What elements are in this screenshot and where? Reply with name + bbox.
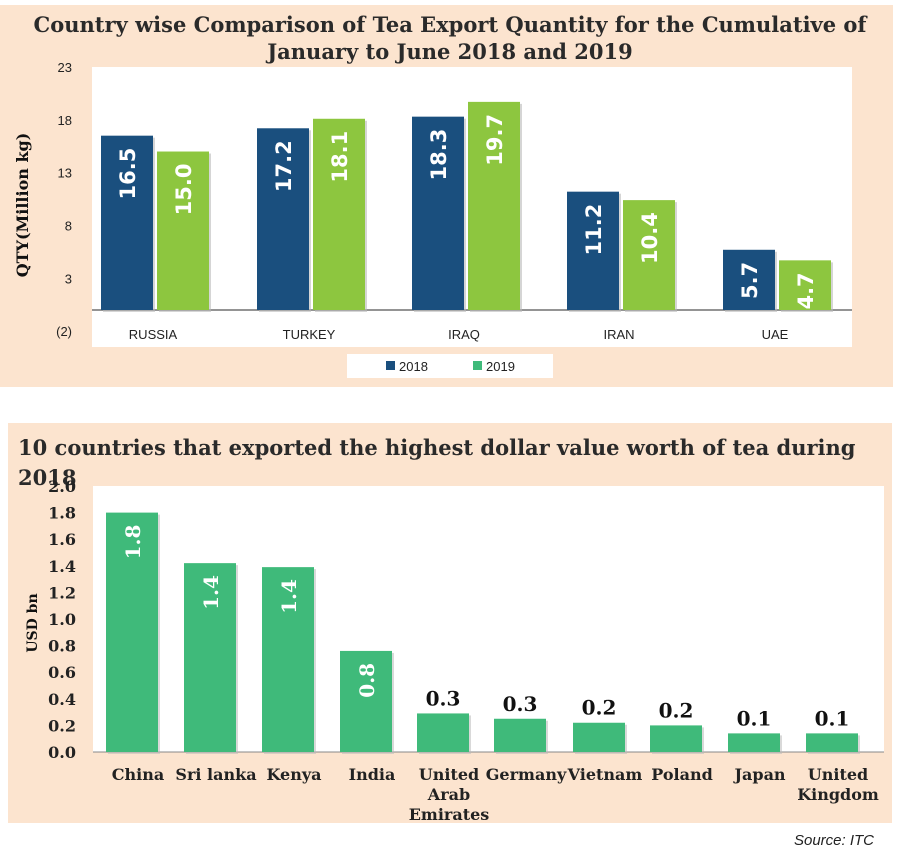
chart2-data-label: 1.4 <box>277 579 301 614</box>
chart1-x-tick-label: UAE <box>762 327 789 342</box>
legend-swatch-2018 <box>386 361 395 370</box>
chart2-bar-poland <box>650 725 702 752</box>
chart1-bar-2019-iraq <box>468 101 520 310</box>
chart2-data-label: 0.8 <box>355 663 379 698</box>
chart1-bar-2018-iran <box>567 191 619 310</box>
chart1-bar-2018-turkey <box>257 128 309 310</box>
chart1-bar-2019-iran <box>623 200 675 310</box>
chart1-x-tick-label: IRAQ <box>448 327 480 342</box>
chart2-y-tick-label: 0.0 <box>48 743 76 762</box>
chart1-title-line1: Country wise Comparison of Tea Export Qu… <box>33 12 867 37</box>
chart2-data-label: 0.2 <box>659 698 694 722</box>
chart1-bar-2019-uae <box>779 260 831 310</box>
chart1-data-label: 18.3 <box>427 129 451 181</box>
chart1-data-label: 17.2 <box>272 140 296 192</box>
legend-label-2018: 2018 <box>399 359 428 374</box>
chart1-bar-2018-iraq <box>412 116 464 310</box>
chart2-x-tick-label: Kenya <box>266 765 321 784</box>
chart2-y-tick-label: 0.2 <box>48 716 76 735</box>
legend-swatch-2019 <box>473 361 482 370</box>
chart2-bar-united-kingdom <box>806 733 858 752</box>
chart2-data-label: 0.3 <box>503 692 538 716</box>
chart2-x-tick-label: United <box>808 765 868 784</box>
chart2-bar-united-arab-emirates <box>417 713 469 752</box>
chart1-y-tick-label: 23 <box>58 60 72 75</box>
chart2-y-tick-label: 1.8 <box>48 504 76 523</box>
chart1-bar-2018-russia <box>101 135 153 310</box>
chart2-x-tick-label: Vietnam <box>567 765 643 784</box>
legend-label-2019: 2019 <box>486 359 515 374</box>
chart2-x-tick-label: Sri lanka <box>175 765 256 784</box>
chart2-x-tick-label: Emirates <box>409 805 490 824</box>
chart2-y-tick-label: 1.0 <box>48 610 76 629</box>
chart1-legend <box>347 354 553 378</box>
chart1-x-tick-label: IRAN <box>603 327 634 342</box>
chart2-y-tick-label: 2.0 <box>48 477 76 496</box>
chart2-data-label: 0.1 <box>815 706 850 730</box>
chart1-data-label: 10.4 <box>638 212 662 264</box>
chart2-y-tick-label: 1.2 <box>48 583 76 602</box>
chart2-title: 10 countries that exported the highest d… <box>18 435 856 490</box>
chart1-bar-2018-uae <box>723 249 775 310</box>
chart2-x-tick-label: Kingdom <box>797 785 879 804</box>
chart2-bar-japan <box>728 733 780 752</box>
chart2-bar-china <box>106 512 158 752</box>
chart2-bar-vietnam <box>573 722 625 752</box>
chart2-data-label: 0.2 <box>582 696 617 720</box>
chart1-data-label: 16.5 <box>116 148 140 200</box>
chart2-x-tick-label: Poland <box>651 765 713 784</box>
chart2-x-tick-label: Japan <box>732 765 785 784</box>
chart2-y-tick-label: 0.6 <box>48 663 76 682</box>
chart2-y-tick-label: 0.4 <box>48 690 76 709</box>
chart2-data-label: 1.8 <box>121 525 145 560</box>
chart1-title: Country wise Comparison of Tea Export Qu… <box>0 11 900 65</box>
chart1-data-label: 19.7 <box>483 114 507 166</box>
chart1-data-label: 15.0 <box>172 164 196 216</box>
chart1-y-tick-label: 8 <box>65 218 72 233</box>
chart1-data-label: 11.2 <box>582 204 606 256</box>
chart2-bar-kenya <box>262 567 314 752</box>
chart1-bar-2019-russia <box>157 151 209 310</box>
chart2-x-tick-label: Germany <box>486 765 567 784</box>
chart1-y-tick-label: 3 <box>65 271 72 286</box>
chart2-bar-sri-lanka <box>184 563 236 752</box>
chart2-y-axis-label: USD bn <box>25 593 41 652</box>
chart1-x-tick-label: TURKEY <box>283 327 336 342</box>
chart1-data-label: 4.7 <box>794 272 818 309</box>
chart2-x-tick-label: India <box>349 765 396 784</box>
chart1-title-line2: January to June 2018 and 2019 <box>267 39 633 64</box>
chart1-x-tick-label: RUSSIA <box>129 327 178 342</box>
chart1-y-tick-label: 18 <box>58 113 72 128</box>
chart1-y-axis-label: QTY(Million kg) <box>13 133 32 278</box>
chart1-data-label: 18.1 <box>328 131 352 183</box>
chart1-data-label: 5.7 <box>738 262 762 299</box>
chart2-x-tick-label: United <box>419 765 479 784</box>
chart2-y-tick-label: 0.8 <box>48 637 76 656</box>
chart1-y-tick-label: (2) <box>56 324 72 339</box>
chart2-y-tick-label: 1.4 <box>48 557 76 576</box>
chart1-y-tick-label: 13 <box>58 166 72 181</box>
chart2-data-label: 0.3 <box>426 686 461 710</box>
chart2-bar-india <box>340 650 392 752</box>
chart2-x-tick-label: Arab <box>427 785 470 804</box>
chart2-bar-germany <box>494 718 546 752</box>
source-note: Source: ITC <box>793 832 874 849</box>
chart2-y-tick-label: 1.6 <box>48 530 76 549</box>
chart2-data-label: 0.1 <box>737 706 772 730</box>
chart1-bar-2019-turkey <box>313 118 365 310</box>
chart2-data-label: 1.4 <box>199 575 223 610</box>
chart2-x-tick-label: China <box>112 765 164 784</box>
